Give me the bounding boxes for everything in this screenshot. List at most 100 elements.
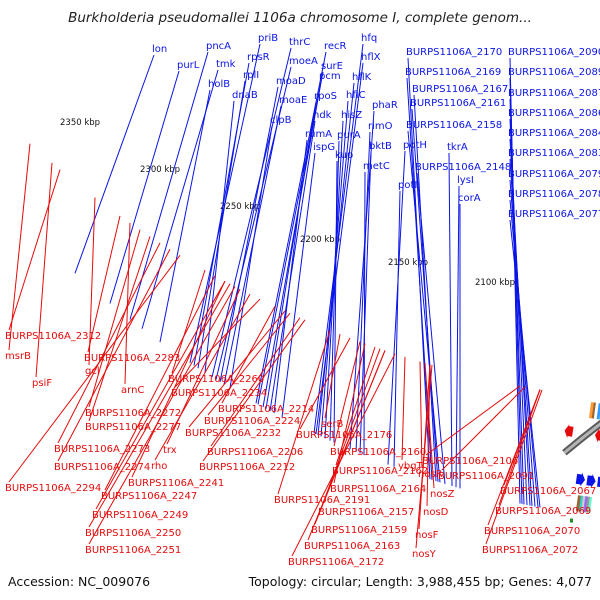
gene-label: BURPS1106A_2274 (54, 462, 150, 473)
gene-label: BURPS1106A_2163 (304, 541, 400, 552)
leader-line (109, 70, 180, 304)
scale-mark-label: 2250 kbp (220, 202, 260, 212)
leader-line (211, 47, 292, 378)
leader-line (498, 389, 541, 506)
gene-label: BURPS1106A_2212 (199, 462, 295, 473)
gene-label: BURPS1106A_2148 (415, 162, 511, 173)
scale-mark-label: 2350 kbp (60, 118, 100, 128)
scale-mark-label: 2150 kbp (388, 258, 428, 268)
gene-label: lon (152, 44, 167, 55)
cog-tile (596, 403, 600, 420)
leader-line (57, 242, 161, 444)
gene-label: nosF (415, 530, 439, 541)
leader-line (273, 139, 308, 414)
leader-line (262, 81, 322, 408)
leader-line (393, 190, 401, 467)
gene-label: BURPS1106A_2106 (422, 456, 518, 467)
cog-tile (578, 495, 584, 512)
reverse-gene-arrow (594, 428, 600, 443)
gene-label: rimO (368, 121, 393, 132)
gene-label: BURPS1106A_2234 (171, 388, 267, 399)
gene-label: msrB (5, 351, 31, 362)
gene-label: nosR (418, 469, 443, 480)
gene-label: BURPS1106A_2206 (207, 447, 303, 458)
gene-label: arnC (121, 385, 144, 396)
leader-line (411, 108, 439, 482)
scale-mark-label: 2300 kbp (140, 165, 180, 175)
gene-label: BURPS1106A_2072 (482, 545, 578, 556)
gene-label: BURPS1106A_2078 (508, 189, 600, 200)
gene-label: BURPS1106A_2312 (5, 331, 101, 342)
gene-label: thrC (289, 37, 310, 48)
gene-label: BURPS1106A_2191 (274, 495, 370, 506)
leader-line (387, 150, 406, 465)
scale-marks: 2350 kbp 2300 kbp 2250 kbp 2200 kbp 2150 kbp… (60, 118, 515, 288)
leader-line (202, 319, 306, 462)
gene-label: BURPS1106A_2070 (484, 526, 580, 537)
leader-line (487, 389, 541, 526)
topology-text: Topology: circular; Length: 3,988,455 bp… (248, 574, 592, 589)
cog-tile (591, 402, 596, 419)
gene-label: priB (258, 33, 278, 44)
accession-text: Accession: NC_009076 (8, 574, 151, 589)
leader-line (87, 215, 121, 353)
gene-label: BURPS1106A_2232 (185, 428, 281, 439)
leader-line (88, 283, 231, 528)
leader-line (8, 143, 31, 351)
leader-line (291, 353, 396, 557)
gene-label: BURPS1106A_2170 (406, 47, 502, 58)
gene-label: trx (163, 445, 177, 456)
gene-label: purA (337, 130, 361, 141)
gene-label: BURPS1106A_2241 (128, 478, 224, 489)
leader-line (324, 334, 341, 419)
gene-label: bktB (369, 141, 392, 152)
leader-line (407, 130, 441, 483)
cog-tile (585, 496, 590, 513)
leader-line (210, 317, 301, 447)
gene-label: BURPS1106A_2224 (204, 416, 300, 427)
feature-rings (564, 402, 600, 523)
leader-line (88, 286, 236, 545)
leader-line (333, 341, 361, 447)
leader-line (219, 86, 279, 383)
gene-label: BURPS1106A_2087 (508, 88, 600, 99)
leader-line (269, 120, 316, 412)
leader-line (88, 197, 96, 366)
gene-label: BURPS1106A_2069 (495, 506, 591, 517)
gene-label: metC (363, 161, 390, 172)
label-leader-lines (8, 43, 543, 557)
gene-label: phaR (372, 100, 398, 111)
gene-label: BURPS1106A_2077 (508, 209, 600, 220)
gene-label: BURPS1106A_2214 (218, 404, 314, 415)
gene-label: hflK (352, 72, 372, 83)
gene-label: nosY (412, 549, 437, 560)
rna-tick (569, 518, 573, 523)
gene-label: dnaB (232, 90, 258, 101)
backbone-arc (562, 419, 600, 456)
gene-label: BURPS1106A_2172 (288, 557, 384, 568)
gene-label: tkrA (447, 142, 468, 153)
gene-label: rpoS (314, 91, 337, 102)
leader-line (359, 151, 372, 454)
forward-gene-arrow (597, 476, 600, 487)
leader-line (415, 364, 433, 549)
cog-tile (588, 402, 594, 419)
cog-tile (582, 496, 588, 513)
leader-line (416, 172, 446, 484)
scale-mark-label: 2200 kbp (300, 235, 340, 245)
leader-line (204, 100, 235, 373)
reverse-gene-arrow (564, 424, 574, 439)
gene-label: hflX (361, 52, 381, 63)
gene-label: recR (324, 41, 347, 52)
leader-line (8, 169, 61, 331)
leader-line (35, 162, 53, 378)
cog-tile (580, 495, 586, 513)
leader-line (307, 350, 386, 541)
leader-line (88, 229, 141, 408)
gene-label: BURPS1106A_2249 (92, 510, 188, 521)
leader-line (154, 293, 251, 461)
gene-label: kup (335, 150, 353, 161)
backbone-highlight (563, 422, 600, 454)
gene-label: surE (321, 61, 343, 72)
